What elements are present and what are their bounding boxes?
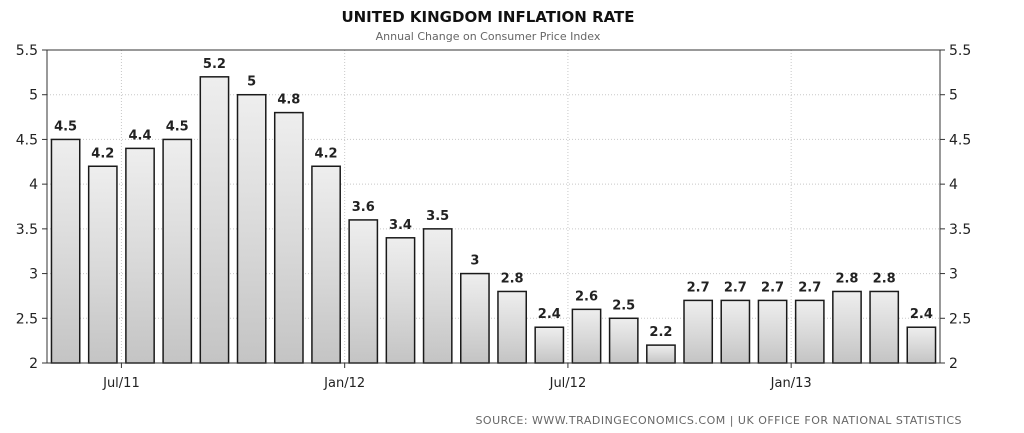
y-axis-left: 2 2.5 3 3.5 4 4.5 5 5.5 — [16, 43, 47, 372]
x-tick-label: Jul/11 — [102, 376, 140, 391]
y-tick-label-left: 5.5 — [16, 43, 38, 59]
y-tick-label-left: 4 — [29, 177, 38, 193]
bar-value-label: 2.7 — [724, 280, 747, 295]
y-tick-label-right: 2.5 — [949, 311, 971, 327]
bar-value-label: 5.2 — [203, 57, 226, 72]
bar — [534, 326, 565, 364]
bar — [311, 165, 341, 364]
bar-value-label: 3.5 — [426, 209, 449, 224]
bar — [162, 138, 193, 364]
bar — [757, 299, 788, 364]
bar-value-label: 2.8 — [835, 271, 858, 286]
bar-value-label: 2.7 — [687, 280, 710, 295]
bar — [571, 308, 602, 364]
bar-value-label: 3.4 — [389, 218, 412, 233]
source-note: SOURCE: WWW.TRADINGECONOMICS.COM | UK OF… — [475, 414, 962, 427]
bar — [199, 76, 230, 364]
y-tick-label-right: 4 — [949, 177, 958, 193]
y-tick-label-right: 5 — [949, 88, 958, 104]
y-tick-label-right: 4.5 — [949, 132, 971, 148]
bar-value-label: 2.8 — [873, 271, 896, 286]
plot-frame — [46, 49, 941, 364]
y-tick-label-right: 2 — [949, 356, 958, 372]
bar — [125, 147, 155, 364]
x-tick-label: Jan/13 — [770, 376, 812, 391]
bar — [832, 290, 862, 364]
bar-value-label: 4.2 — [91, 146, 114, 161]
bar-value-label: 4.5 — [54, 119, 77, 134]
bar-value-label: 4.2 — [315, 146, 338, 161]
bar-value-label: 2.6 — [575, 289, 598, 304]
bar — [646, 344, 676, 364]
bar — [608, 317, 639, 364]
bar — [794, 299, 825, 364]
bar — [273, 111, 304, 364]
bar-value-label: 3.6 — [352, 200, 375, 215]
y-tick-label-right: 5.5 — [949, 43, 971, 59]
y-tick-label-left: 2.5 — [16, 311, 38, 327]
bar — [348, 219, 379, 364]
y-tick-label-left: 2 — [29, 356, 38, 372]
chart-subtitle: Annual Change on Consumer Price Index — [376, 30, 601, 43]
bar-value-label: 4.5 — [166, 119, 189, 134]
bar — [906, 326, 937, 364]
bar-value-label: 2.7 — [798, 280, 821, 295]
bar-value-label: 2.2 — [649, 325, 672, 340]
bar-value-label: 4.4 — [129, 128, 152, 143]
bar — [236, 93, 267, 364]
bar-value-label: 4.8 — [277, 93, 300, 108]
x-tick-label: Jul/12 — [549, 376, 587, 391]
y-tick-label-left: 3.5 — [16, 222, 38, 238]
chart-title: UNITED KINGDOM INFLATION RATE — [341, 8, 634, 26]
y-tick-label-right: 3.5 — [949, 222, 971, 238]
bar-value-label: 2.4 — [538, 307, 561, 322]
bar-value-label: 5 — [247, 75, 256, 90]
bar — [422, 228, 453, 364]
y-tick-label-right: 3 — [949, 267, 958, 283]
y-axis-right: 2 2.5 3 3.5 4 4.5 5 5.5 — [940, 43, 971, 372]
bars — [50, 76, 937, 364]
bar-value-label: 3 — [470, 254, 479, 269]
bar-value-label: 2.8 — [501, 271, 524, 286]
bar-value-label: 2.4 — [910, 307, 933, 322]
bar — [50, 138, 81, 364]
grid-lines — [47, 50, 940, 363]
y-tick-label-left: 3 — [29, 267, 38, 283]
x-axis: Jul/11 Jan/12 Jul/12 Jan/13 — [102, 363, 812, 391]
bar — [497, 290, 527, 364]
bar — [87, 165, 118, 364]
bar — [683, 299, 714, 364]
bar-value-label: 2.7 — [761, 280, 784, 295]
bar-value-label: 2.5 — [612, 298, 635, 313]
y-tick-label-left: 5 — [29, 88, 38, 104]
bar — [385, 237, 416, 364]
bar — [869, 290, 900, 364]
bar — [460, 272, 490, 364]
y-tick-label-left: 4.5 — [16, 132, 38, 148]
bar — [720, 299, 751, 364]
data-labels: 4.5 4.2 4.4 4.5 5.2 5 4.8 4.2 3.6 3.4 3.5 3 2.8 2.4 2.… — [54, 57, 933, 340]
x-tick-label: Jan/12 — [323, 376, 365, 391]
